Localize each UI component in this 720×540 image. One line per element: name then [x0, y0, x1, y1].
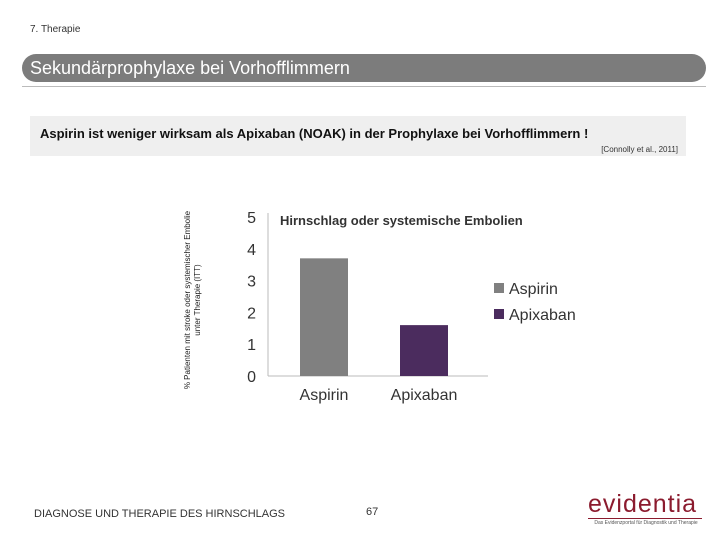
y-axis-label-box: % Patienten mit stroke oder systemischer… — [183, 210, 217, 390]
y-tick-label: 0 — [247, 369, 256, 386]
bar-apixaban — [400, 325, 448, 376]
legend-swatch-apixaban — [494, 309, 504, 319]
y-tick-label: 1 — [247, 337, 256, 354]
y-tick-label: 2 — [247, 305, 256, 322]
legend-label-aspirin: Aspirin — [509, 281, 558, 298]
bar-aspirin — [300, 258, 348, 376]
y-axis-label: % Patienten mit stroke oder systemischer… — [183, 210, 202, 390]
logo-wordmark: evidentia — [588, 490, 698, 518]
chart-title: Hirnschlag oder systemische Embolien — [280, 213, 523, 228]
x-tick-label: Aspirin — [300, 387, 349, 404]
y-tick-label: 4 — [247, 242, 256, 259]
bar-chart: 0 1 2 3 4 5 Aspirin Apixaban Hirnschlag oder sys… — [247, 210, 576, 404]
x-tick-label: Apixaban — [391, 387, 458, 404]
logo-tagline: Das Evidenzportal für Diagnostik und The… — [594, 520, 698, 526]
slide-title: Sekundärprophylaxe bei Vorhofflimmern — [30, 58, 350, 78]
chapter-label: 7. Therapie — [30, 24, 81, 35]
citation: [Connolly et al., 2011] — [601, 145, 678, 154]
footer-text: DIAGNOSE UND THERAPIE DES HIRNSCHLAGS — [34, 508, 286, 520]
y-tick-label: 5 — [247, 210, 256, 227]
title-divider — [22, 86, 706, 87]
title-bar: Sekundärprophylaxe bei Vorhofflimmern — [22, 54, 706, 82]
legend-label-apixaban: Apixaban — [509, 307, 576, 324]
slide-subtitle: Aspirin ist weniger wirksam als Apixaban… — [40, 126, 589, 141]
legend-swatch-aspirin — [494, 283, 504, 293]
logo-divider — [588, 518, 702, 519]
y-tick-label: 3 — [247, 274, 256, 291]
evidentia-logo: evidentia Das Evidenzportal für Diagnost… — [588, 492, 704, 526]
subtitle-box: Aspirin ist weniger wirksam als Apixaban… — [30, 116, 686, 156]
page-number: 67 — [366, 506, 379, 518]
